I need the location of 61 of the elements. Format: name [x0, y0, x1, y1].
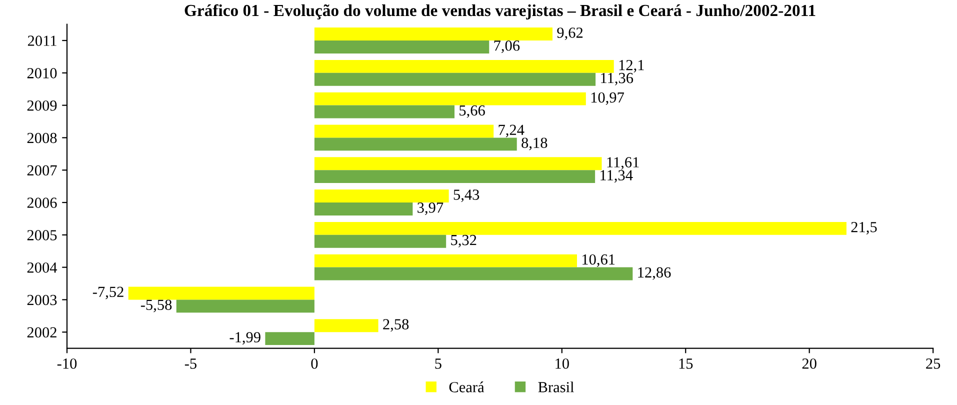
y-tick-label: 2006 — [27, 198, 57, 208]
data-label: 12,1 — [619, 60, 644, 72]
data-label: 10,61 — [582, 254, 615, 267]
bar — [314, 170, 596, 184]
x-tick-label: 15 — [679, 358, 693, 369]
x-tick-label: -10 — [57, 358, 77, 369]
data-label: 12,86 — [638, 267, 671, 280]
data-label: 7,24 — [498, 124, 524, 138]
data-label: 5,32 — [451, 234, 476, 248]
x-tick-label: 20 — [802, 358, 816, 369]
chart-title: Gráfico 01 - Evolução do volume de vendas varejistas – Brasil e Ceará - Junho/2002-2011 — [184, 4, 816, 20]
bar — [314, 190, 449, 202]
data-label: 11,36 — [601, 72, 634, 86]
y-tick-label: 2005 — [27, 230, 57, 240]
bar — [314, 319, 378, 332]
bar — [314, 138, 517, 151]
data-label: 11,34 — [600, 170, 633, 183]
data-label: -5,58 — [140, 300, 172, 312]
bar — [314, 222, 846, 235]
bar — [314, 234, 446, 248]
data-label: 7,06 — [494, 40, 520, 54]
y-tick-label: 2008 — [27, 132, 57, 144]
y-tick-label: 2004 — [27, 262, 58, 273]
y-tick-label: 2011 — [28, 36, 56, 46]
x-tick-label: 25 — [926, 358, 940, 369]
bar — [265, 332, 314, 346]
data-label: 10,97 — [591, 92, 624, 105]
bar — [314, 40, 490, 54]
bar — [314, 202, 413, 216]
bar — [314, 92, 586, 106]
data-label: 2,58 — [383, 319, 409, 332]
data-label: 5,66 — [460, 105, 485, 118]
x-tick-label: 0 — [311, 358, 318, 369]
data-label: 5,43 — [454, 190, 480, 202]
legend-label: Ceará — [449, 382, 484, 392]
y-tick-label: 2003 — [27, 294, 57, 306]
bar — [176, 300, 314, 313]
bar — [314, 254, 577, 268]
data-label: 8,18 — [522, 138, 548, 150]
data-label: 11,61 — [607, 157, 639, 170]
bar — [128, 286, 314, 300]
data-label: 9,62 — [557, 28, 583, 40]
data-label: 21,5 — [851, 222, 877, 234]
y-tick-label: 2007 — [27, 165, 57, 176]
bar — [314, 267, 633, 280]
bar — [314, 60, 614, 73]
bar — [314, 124, 494, 138]
bar — [314, 72, 596, 86]
data-label: 3,97 — [418, 202, 444, 216]
data-label: -1,99 — [230, 332, 260, 345]
y-tick-label: 2009 — [27, 100, 57, 111]
x-tick-label: 10 — [556, 358, 569, 369]
x-tick-label: 5 — [435, 358, 442, 369]
y-tick-label: 2002 — [27, 327, 56, 338]
x-tick-label: -5 — [184, 358, 196, 369]
data-label: -7,52 — [92, 286, 124, 300]
bar — [314, 28, 552, 40]
bar — [314, 157, 602, 170]
legend-label: Brasil — [538, 382, 574, 392]
bar — [314, 105, 454, 118]
y-tick-label: 2010 — [27, 68, 57, 78]
